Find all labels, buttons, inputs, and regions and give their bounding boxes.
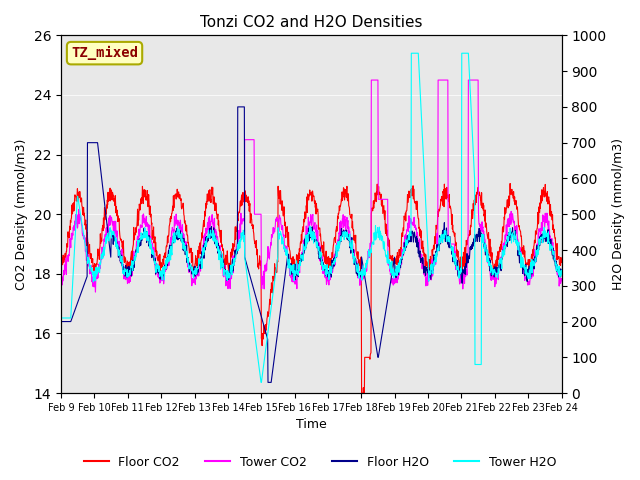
- Tower CO2: [389, 282, 397, 288]
- Tower H2O: [257, 380, 265, 385]
- Floor CO2: [156, 270, 164, 276]
- Tower CO2: [367, 77, 375, 83]
- Floor H2O: [168, 240, 176, 246]
- Floor CO2: [57, 260, 65, 265]
- Floor H2O: [264, 380, 272, 385]
- Floor CO2: [358, 390, 365, 396]
- Tower CO2: [499, 253, 507, 259]
- Floor H2O: [455, 265, 463, 271]
- Tower CO2: [92, 289, 99, 295]
- Floor H2O: [57, 319, 65, 324]
- Tower H2O: [225, 271, 232, 276]
- Tower CO2: [225, 281, 232, 287]
- Line: Tower H2O: Tower H2O: [61, 53, 561, 383]
- Tower CO2: [455, 267, 463, 273]
- X-axis label: Time: Time: [296, 419, 326, 432]
- Tower H2O: [57, 315, 65, 321]
- Text: TZ_mixed: TZ_mixed: [71, 46, 138, 60]
- Floor CO2: [454, 256, 462, 262]
- Floor H2O: [234, 104, 241, 110]
- Y-axis label: H2O Density (mmol/m3): H2O Density (mmol/m3): [612, 138, 625, 290]
- Y-axis label: CO2 Density (mmol/m3): CO2 Density (mmol/m3): [15, 139, 28, 290]
- Title: Tonzi CO2 and H2O Densities: Tonzi CO2 and H2O Densities: [200, 15, 422, 30]
- Floor H2O: [499, 252, 507, 258]
- Floor CO2: [389, 260, 397, 266]
- Line: Tower CO2: Tower CO2: [61, 80, 561, 292]
- Floor CO2: [168, 207, 176, 213]
- Legend: Floor CO2, Tower CO2, Floor H2O, Tower H2O: Floor CO2, Tower CO2, Floor H2O, Tower H…: [79, 451, 561, 474]
- Tower CO2: [557, 278, 565, 284]
- Tower CO2: [157, 279, 164, 285]
- Tower H2O: [168, 238, 176, 243]
- Floor CO2: [225, 266, 232, 272]
- Tower H2O: [156, 271, 164, 277]
- Floor H2O: [389, 263, 397, 269]
- Floor CO2: [557, 259, 565, 264]
- Tower H2O: [389, 271, 397, 276]
- Tower CO2: [169, 227, 177, 233]
- Floor H2O: [156, 276, 164, 282]
- Tower H2O: [499, 254, 507, 260]
- Line: Floor H2O: Floor H2O: [61, 107, 561, 383]
- Tower H2O: [455, 270, 463, 276]
- Tower CO2: [57, 274, 65, 280]
- Tower H2O: [557, 267, 565, 273]
- Floor CO2: [499, 226, 506, 231]
- Floor H2O: [225, 276, 232, 282]
- Line: Floor CO2: Floor CO2: [61, 183, 561, 393]
- Floor CO2: [506, 180, 514, 186]
- Floor H2O: [557, 272, 565, 277]
- Tower H2O: [408, 50, 415, 56]
